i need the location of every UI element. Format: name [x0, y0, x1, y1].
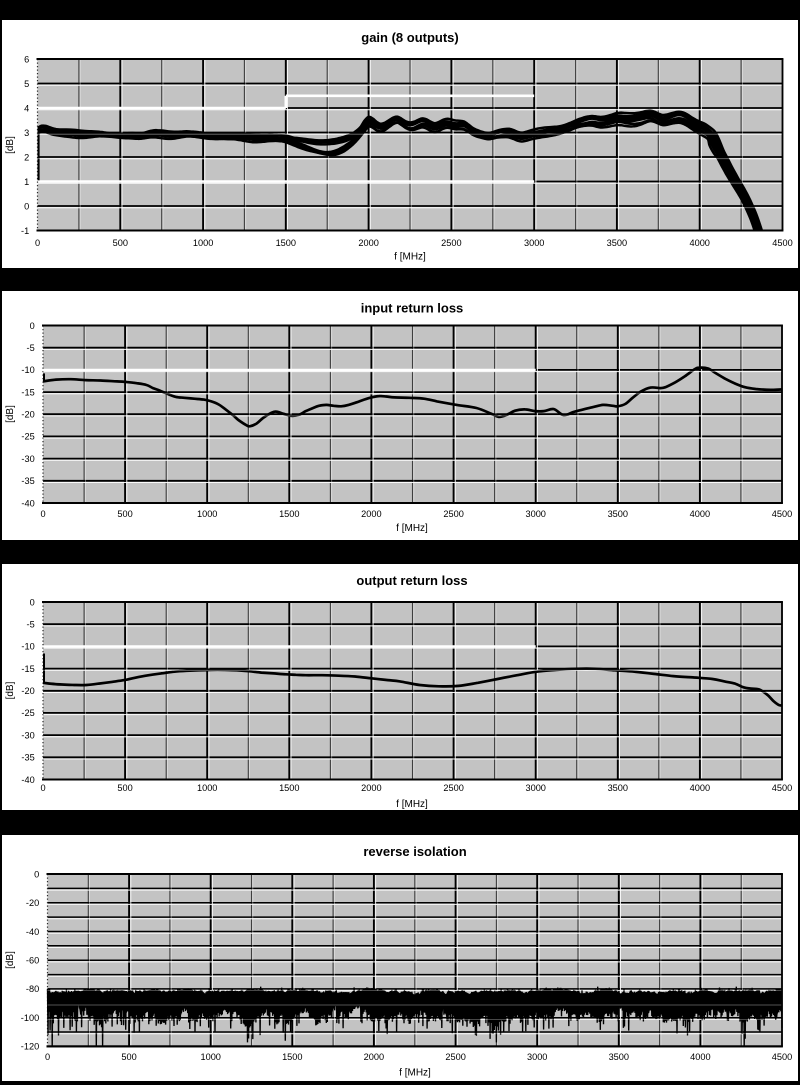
svg-text:4500: 4500 [772, 238, 792, 248]
svg-text:-20: -20 [21, 686, 34, 696]
svg-text:1500: 1500 [279, 783, 299, 793]
svg-text:0: 0 [35, 238, 40, 248]
svg-text:-10: -10 [21, 642, 34, 652]
svg-text:2000: 2000 [358, 238, 378, 248]
svg-text:0: 0 [30, 597, 35, 607]
svg-text:2000: 2000 [361, 783, 381, 793]
svg-text:3500: 3500 [608, 783, 628, 793]
svg-text:0: 0 [40, 783, 45, 793]
svg-text:-30: -30 [21, 454, 34, 464]
svg-text:500: 500 [117, 783, 132, 793]
svg-text:-40: -40 [21, 775, 34, 785]
svg-text:1000: 1000 [197, 509, 217, 519]
svg-text:3000: 3000 [525, 783, 545, 793]
svg-text:1000: 1000 [197, 783, 217, 793]
svg-text:3500: 3500 [608, 509, 628, 519]
svg-text:-120: -120 [21, 1042, 39, 1052]
svg-text:0: 0 [40, 509, 45, 519]
svg-text:gain (8 outputs): gain (8 outputs) [361, 30, 459, 45]
svg-text:f [MHz]: f [MHz] [396, 799, 428, 810]
svg-text:0: 0 [30, 321, 35, 331]
svg-text:-20: -20 [21, 410, 34, 420]
svg-text:input return loss: input return loss [361, 301, 464, 316]
svg-text:-1: -1 [21, 226, 29, 236]
svg-text:0: 0 [45, 1052, 50, 1062]
svg-text:2500: 2500 [443, 783, 463, 793]
svg-text:-100: -100 [21, 1013, 39, 1023]
svg-text:3500: 3500 [609, 1052, 629, 1062]
svg-text:f [MHz]: f [MHz] [396, 523, 428, 534]
svg-text:-60: -60 [26, 956, 39, 966]
svg-text:3000: 3000 [527, 1052, 547, 1062]
svg-text:500: 500 [113, 238, 128, 248]
svg-text:f [MHz]: f [MHz] [394, 251, 426, 262]
svg-text:-5: -5 [27, 343, 35, 353]
svg-text:-25: -25 [21, 432, 34, 442]
svg-text:-40: -40 [26, 927, 39, 937]
svg-text:1500: 1500 [276, 238, 296, 248]
svg-text:4000: 4000 [690, 509, 710, 519]
svg-text:-80: -80 [26, 984, 39, 994]
svg-text:3: 3 [24, 128, 29, 138]
svg-text:1500: 1500 [279, 509, 299, 519]
svg-text:500: 500 [117, 509, 132, 519]
svg-text:-15: -15 [21, 664, 34, 674]
svg-text:-25: -25 [21, 708, 34, 718]
svg-text:6: 6 [24, 54, 29, 64]
svg-text:2500: 2500 [443, 509, 463, 519]
svg-text:4500: 4500 [772, 1052, 792, 1062]
svg-text:1: 1 [24, 177, 29, 187]
svg-text:-40: -40 [21, 498, 34, 508]
svg-text:2: 2 [24, 152, 29, 162]
svg-text:f [MHz]: f [MHz] [399, 1067, 431, 1078]
svg-text:[dB]: [dB] [5, 405, 16, 423]
svg-text:-35: -35 [21, 476, 34, 486]
svg-text:5: 5 [24, 79, 29, 89]
svg-text:4500: 4500 [772, 509, 792, 519]
svg-text:2500: 2500 [445, 1052, 465, 1062]
svg-text:0: 0 [24, 201, 29, 211]
svg-text:-20: -20 [26, 898, 39, 908]
svg-text:[dB]: [dB] [5, 951, 16, 969]
svg-text:output return loss: output return loss [356, 573, 467, 588]
svg-text:[dB]: [dB] [5, 136, 16, 154]
svg-text:-35: -35 [21, 753, 34, 763]
svg-text:-10: -10 [21, 365, 34, 375]
svg-text:-5: -5 [27, 620, 35, 630]
svg-text:3000: 3000 [525, 509, 545, 519]
svg-text:4500: 4500 [772, 783, 792, 793]
svg-text:2000: 2000 [361, 509, 381, 519]
svg-text:500: 500 [121, 1052, 136, 1062]
svg-text:1000: 1000 [193, 238, 213, 248]
svg-text:-30: -30 [21, 730, 34, 740]
svg-text:4: 4 [24, 103, 29, 113]
svg-text:1500: 1500 [282, 1052, 302, 1062]
svg-text:2000: 2000 [364, 1052, 384, 1062]
svg-text:3000: 3000 [524, 238, 544, 248]
svg-text:4000: 4000 [690, 783, 710, 793]
svg-text:[dB]: [dB] [5, 681, 16, 699]
svg-text:reverse isolation: reverse isolation [363, 844, 466, 859]
svg-text:3500: 3500 [607, 238, 627, 248]
svg-text:2500: 2500 [441, 238, 461, 248]
svg-text:0: 0 [34, 869, 39, 879]
svg-text:4000: 4000 [690, 1052, 710, 1062]
svg-text:1000: 1000 [200, 1052, 220, 1062]
svg-text:-15: -15 [21, 387, 34, 397]
svg-text:4000: 4000 [689, 238, 709, 248]
